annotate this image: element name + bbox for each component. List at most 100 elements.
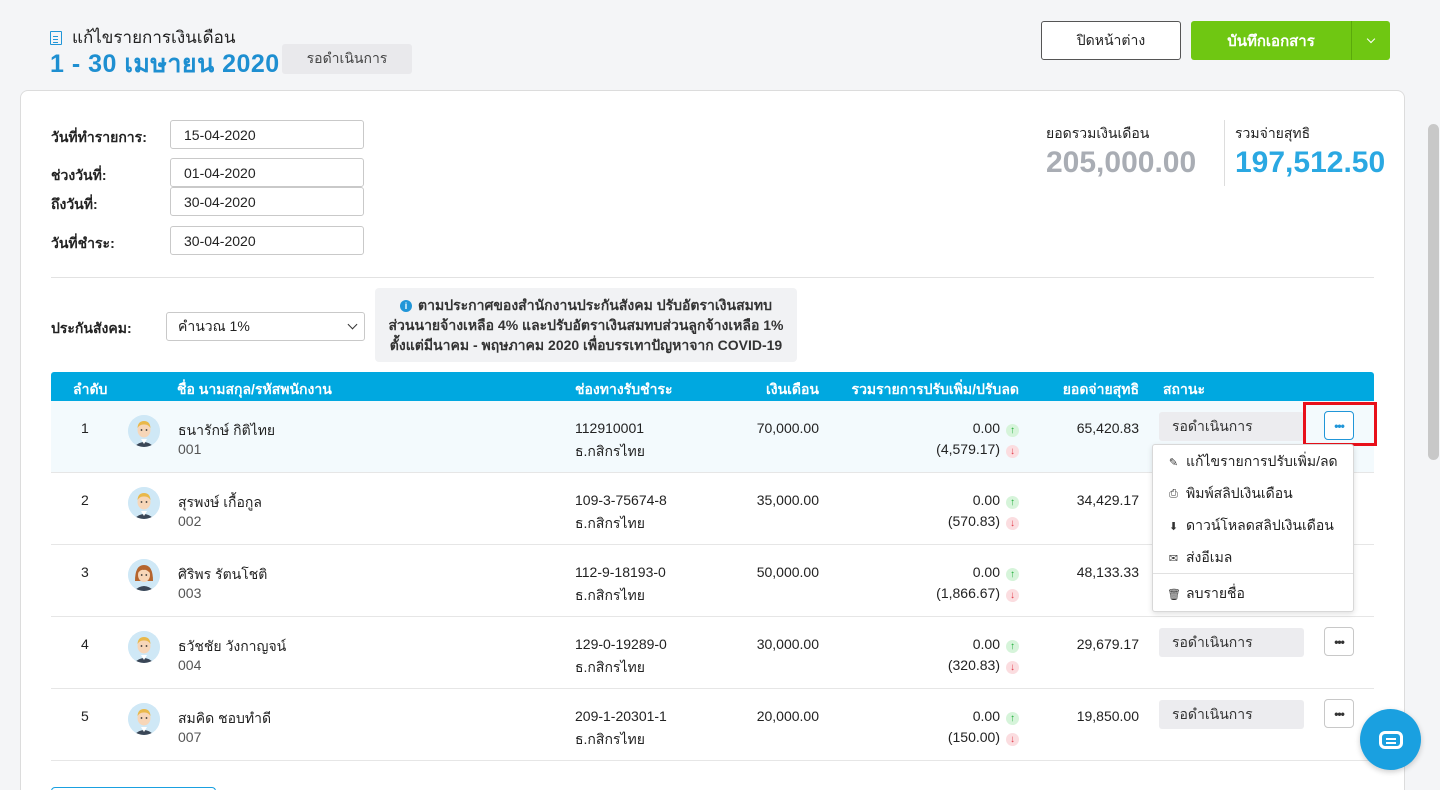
table-header: ลำดับ ชื่อ นามสกุล/รหัสพนักงาน ช่องทางรั… xyxy=(51,372,1374,401)
salary-value: 70,000.00 xyxy=(756,420,819,436)
social-security-notice: i ตามประกาศของสำนักงานประกันสังคม ปรับอัต… xyxy=(375,288,797,362)
print-icon: ⎙ xyxy=(1169,487,1178,500)
summary-divider xyxy=(1224,120,1225,186)
salary-value: 20,000.00 xyxy=(756,708,819,724)
employee-code: 003 xyxy=(178,585,202,601)
male-avatar-icon xyxy=(128,415,160,447)
add-employee-button[interactable] xyxy=(51,787,216,790)
header-net: ยอดจ่ายสุทธิ xyxy=(1062,381,1139,397)
to-date-label: ถึงวันที่: xyxy=(51,196,98,212)
plus-value: 0.00 xyxy=(972,564,1000,580)
menu-item-label: พิมพ์สลิปเงินเดือน xyxy=(1186,485,1293,501)
notice-line-2: ส่วนนายจ้างเหลือ 4% และปรับอัตราเงินสมทบ… xyxy=(388,317,784,333)
plus-value: 0.00 xyxy=(972,420,1000,436)
row-status-badge: รอดำเนินการ xyxy=(1159,412,1304,441)
table-row: 4 ธวัชชัย วังกาญจน์ 004 129-0-19289-0 ธ.… xyxy=(51,617,1374,689)
arrow-up-icon: ↑ xyxy=(1006,712,1019,725)
chat-button[interactable] xyxy=(1360,709,1421,770)
bank-name: ธ.กสิกรไทย xyxy=(575,659,645,675)
net-pay-label: รวมจ่ายสุทธิ xyxy=(1235,125,1311,141)
employee-code: 007 xyxy=(178,729,202,745)
header-adjust: รวมรายการปรับเพิ่ม/ปรับลด xyxy=(851,381,1019,397)
row-status-badge: รอดำเนินการ xyxy=(1159,628,1304,657)
row-actions-button[interactable]: ••• xyxy=(1324,627,1354,656)
employee-code: 004 xyxy=(178,657,202,673)
arrow-down-icon: ↓ xyxy=(1006,445,1019,458)
total-salary-label: ยอดรวมเงินเดือน xyxy=(1046,125,1150,141)
save-document-button[interactable]: บันทึกเอกสาร xyxy=(1191,21,1351,60)
scrollbar-thumb[interactable] xyxy=(1428,124,1439,460)
notice-line-1: ตามประกาศของสำนักงานประกันสังคม ปรับอัตร… xyxy=(418,297,772,313)
close-window-button[interactable]: ปิดหน้าต่าง xyxy=(1041,21,1181,60)
download-icon: ⬇ xyxy=(1168,520,1179,533)
menu-item-label: แก้ไขรายการปรับเพิ่ม/ลด xyxy=(1186,453,1338,469)
from-date-label: ช่วงวันที่: xyxy=(51,167,107,183)
minus-value: (4,579.17) xyxy=(936,441,1000,457)
row-no: 1 xyxy=(81,420,89,436)
minus-value: (320.83) xyxy=(947,657,1000,673)
header-name: ชื่อ นามสกุล/รหัสพนักงาน xyxy=(177,381,332,397)
plus-value: 0.00 xyxy=(972,636,1000,652)
minus-value: (570.83) xyxy=(947,513,1000,529)
from-date-input[interactable]: 01-04-2020 xyxy=(170,158,364,187)
row-no: 5 xyxy=(81,708,89,724)
document-icon xyxy=(50,30,62,45)
arrow-up-icon: ↑ xyxy=(1006,496,1019,509)
menu-item-delete[interactable]: 🗑 ลบรายชื่อ xyxy=(1153,578,1353,610)
menu-item-print-slip[interactable]: ⎙ พิมพ์สลิปเงินเดือน xyxy=(1153,478,1353,510)
social-security-label: ประกันสังคม: xyxy=(51,320,132,336)
employee-name: ศิริพร รัตนโชติ xyxy=(178,566,268,582)
employee-code: 001 xyxy=(178,441,202,457)
header-no: ลำดับ xyxy=(73,381,108,397)
save-options-toggle[interactable] xyxy=(1351,21,1390,60)
arrow-down-icon: ↓ xyxy=(1006,733,1019,746)
pay-date-label: วันที่ชำระ: xyxy=(51,235,115,251)
total-salary-value: 205,000.00 xyxy=(1046,146,1197,179)
arrow-down-icon: ↓ xyxy=(1006,517,1019,530)
avatar xyxy=(128,415,160,447)
male-avatar-icon xyxy=(128,631,160,663)
account-number: 112910001 xyxy=(575,420,645,436)
pay-date-input[interactable]: 30-04-2020 xyxy=(170,226,364,255)
social-security-selected: คำนวณ 1% xyxy=(178,317,250,334)
info-icon: i xyxy=(400,300,413,312)
more-dots-icon: ••• xyxy=(1334,418,1345,433)
document-title: แก้ไขรายการเงินเดือน xyxy=(50,24,235,51)
account-number: 209-1-20301-1 xyxy=(575,708,667,724)
more-dots-icon: ••• xyxy=(1334,634,1345,649)
menu-item-edit-adjustments[interactable]: ✎ แก้ไขรายการปรับเพิ่ม/ลด xyxy=(1153,446,1353,478)
doc-date-input[interactable]: 15-04-2020 xyxy=(170,120,364,149)
bank-name: ธ.กสิกรไทย xyxy=(575,587,645,603)
arrow-down-icon: ↓ xyxy=(1006,589,1019,602)
payroll-period: 1 - 30 เมษายน 2020 xyxy=(50,50,280,78)
account-number: 129-0-19289-0 xyxy=(575,636,667,652)
female-avatar-icon xyxy=(128,559,160,591)
salary-value: 30,000.00 xyxy=(756,636,819,652)
row-no: 2 xyxy=(81,492,89,508)
employee-code: 002 xyxy=(178,513,202,529)
net-value: 29,679.17 xyxy=(1076,636,1139,652)
doc-date-label: วันที่ทำรายการ: xyxy=(51,129,147,145)
menu-item-download-slip[interactable]: ⬇ ดาวน์โหลดสลิปเงินเดือน xyxy=(1153,510,1353,542)
bank-name: ธ.กสิกรไทย xyxy=(575,731,645,747)
row-no: 4 xyxy=(81,636,89,652)
social-security-select[interactable]: คำนวณ 1% xyxy=(166,312,365,341)
minus-value: (1,866.67) xyxy=(936,585,1000,601)
header-salary: เงินเดือน xyxy=(765,381,819,397)
arrow-down-icon: ↓ xyxy=(1006,661,1019,674)
salary-value: 50,000.00 xyxy=(756,564,819,580)
highlight-box xyxy=(1303,402,1377,446)
section-divider xyxy=(51,277,1374,278)
account-number: 109-3-75674-8 xyxy=(575,492,667,508)
chat-icon xyxy=(1378,730,1403,749)
net-pay-value: 197,512.50 xyxy=(1235,146,1386,179)
row-actions-button[interactable]: ••• xyxy=(1324,411,1354,440)
envelope-icon: ✉ xyxy=(1168,552,1179,565)
row-actions-button[interactable]: ••• xyxy=(1324,699,1354,728)
male-avatar-icon xyxy=(128,487,160,519)
notice-line-3: ตั้งแต่มีนาคม - พฤษภาคม 2020 เพื่อบรรเทา… xyxy=(389,337,783,353)
menu-item-send-email[interactable]: ✉ ส่งอีเมล xyxy=(1153,542,1353,574)
employee-name: ธนารักษ์ กิติไทย xyxy=(178,422,276,438)
arrow-up-icon: ↑ xyxy=(1006,568,1019,581)
to-date-input[interactable]: 30-04-2020 xyxy=(170,187,364,216)
